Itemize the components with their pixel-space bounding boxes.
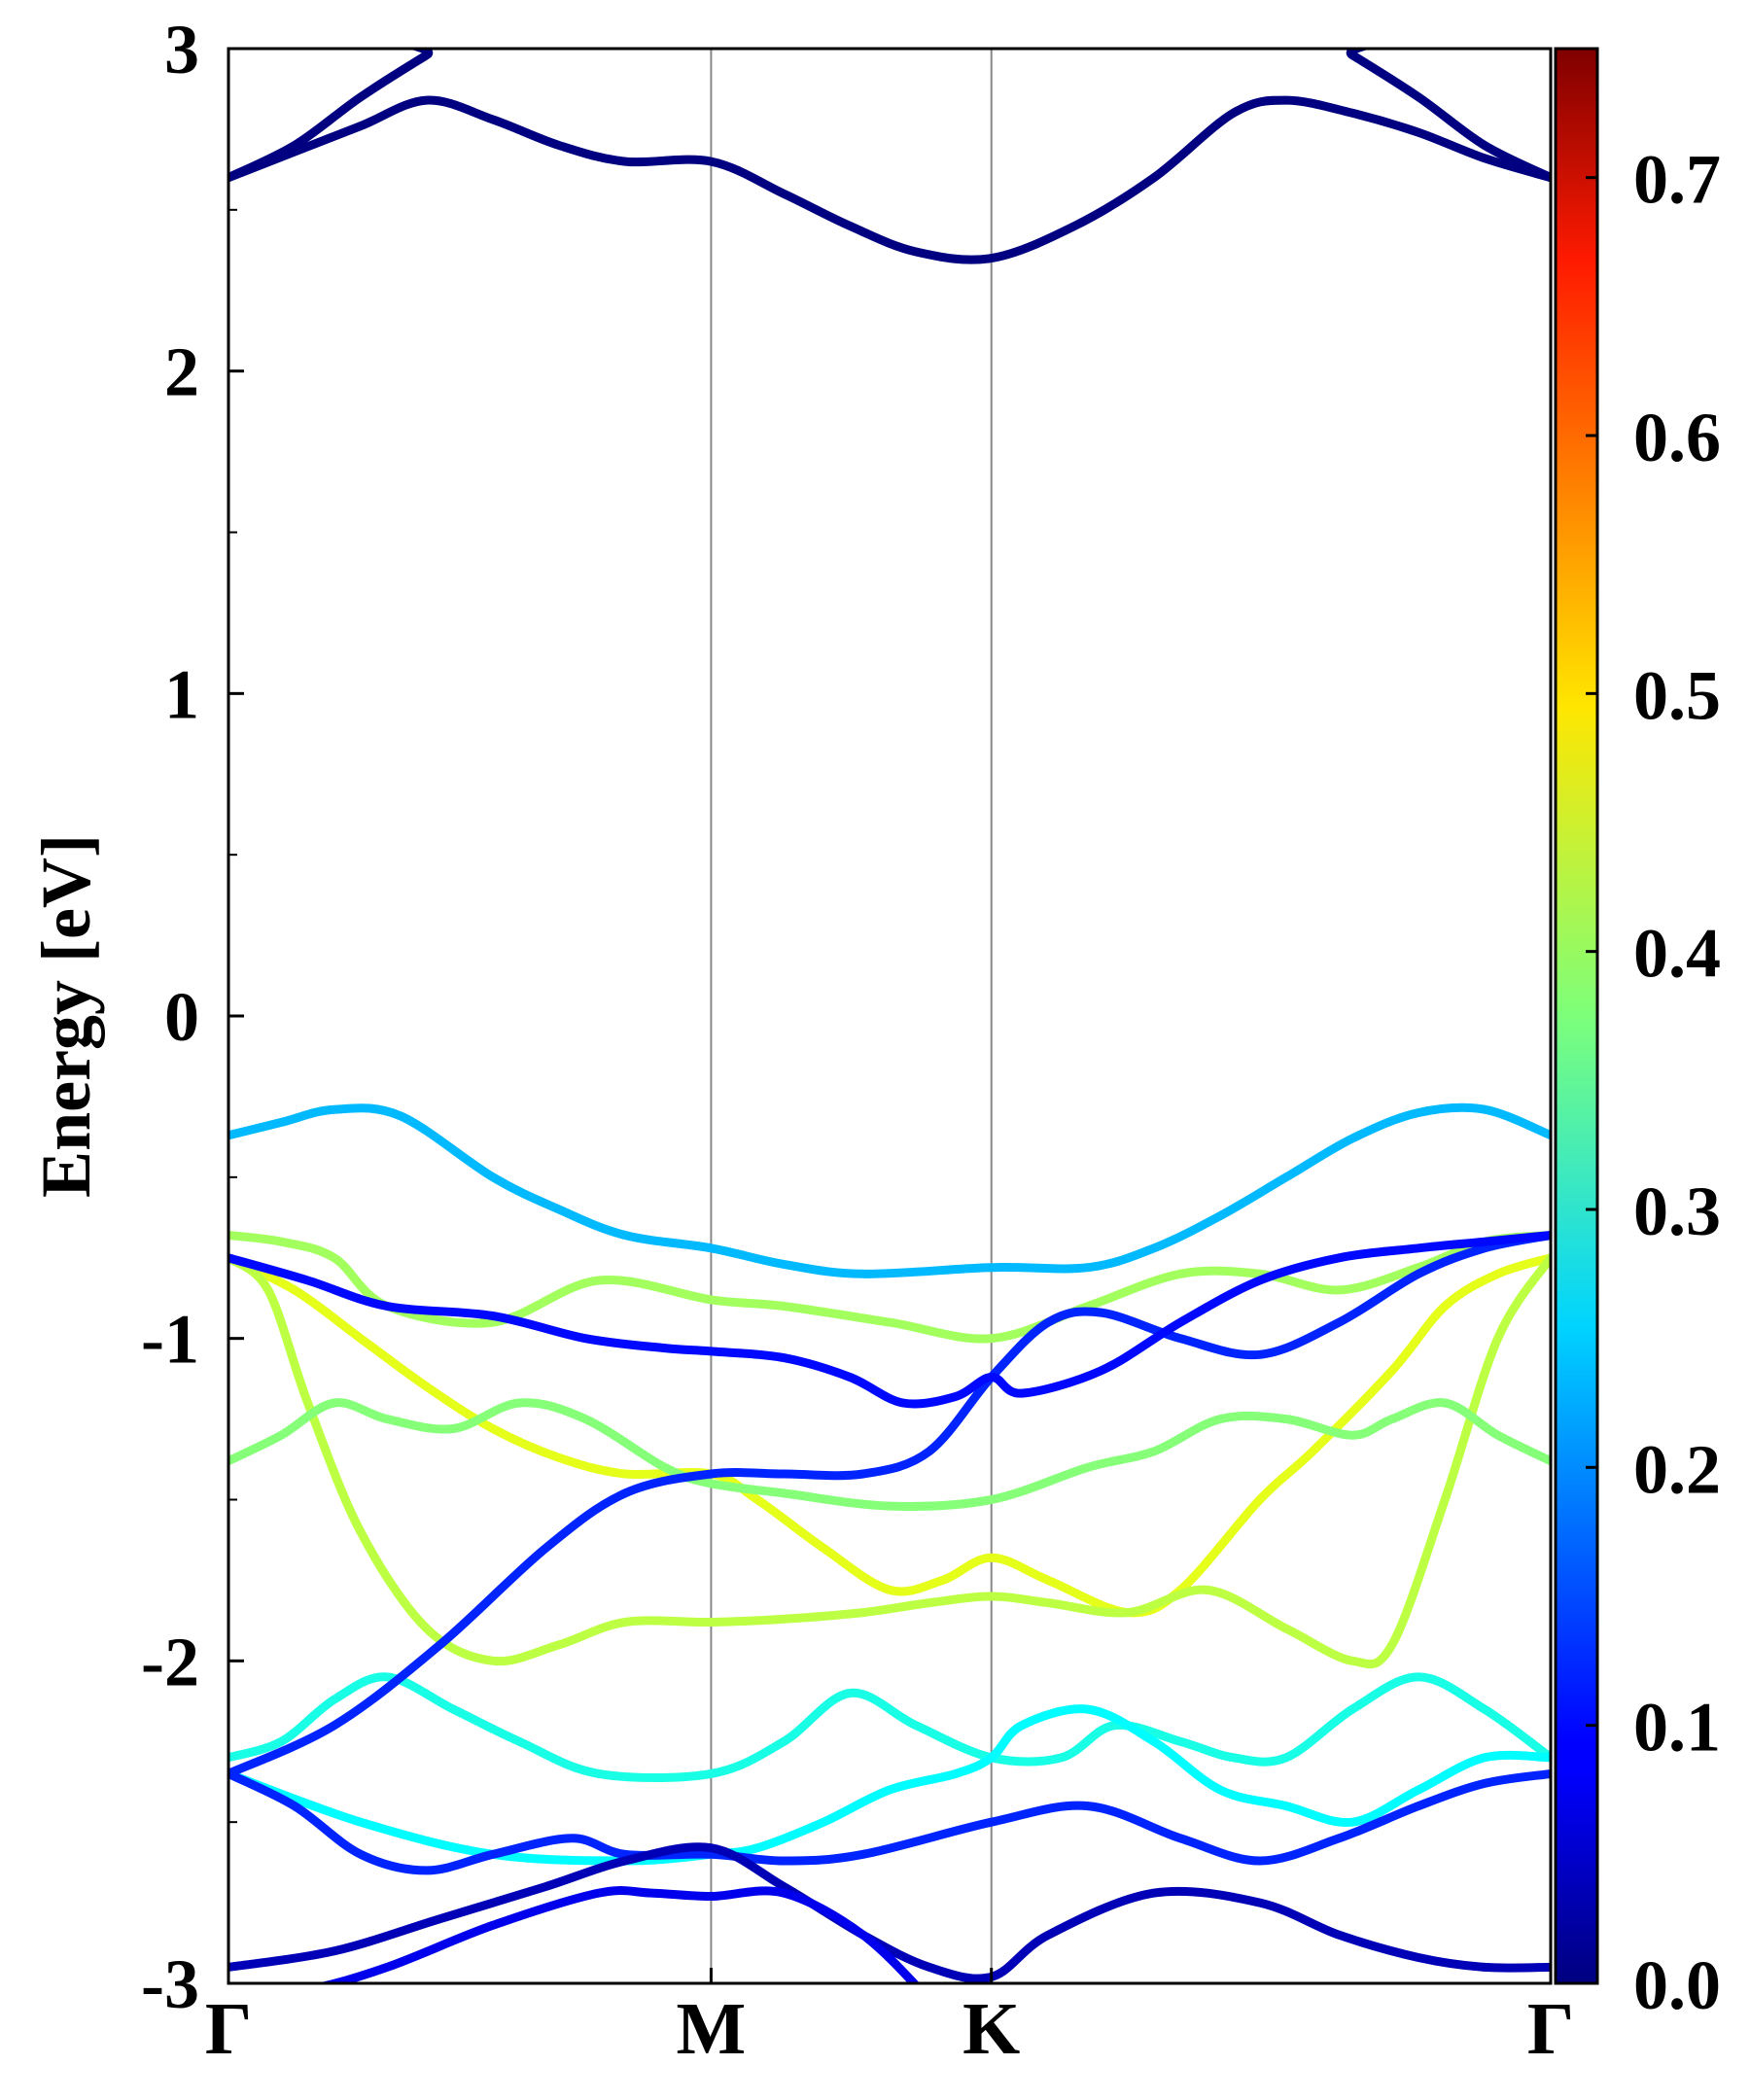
y-axis: -3 -2 -1 0 1 2 3 (141, 11, 244, 2023)
band-9 (228, 1704, 1551, 1866)
high-symmetry-lines (710, 49, 993, 1983)
colorbar-tick-label-3: 0.3 (1633, 1172, 1721, 1250)
y-tick-label-0: -3 (141, 1945, 199, 2023)
band-13 (228, 1842, 1551, 1983)
colorbar-tick-label-0: 0.0 (1633, 1946, 1721, 2024)
band-8 (228, 1672, 1551, 1782)
band-5 (228, 1253, 1551, 1669)
y-axis-title: Energy [eV] (27, 834, 105, 1198)
x-tick-label-0: Γ (205, 1988, 252, 2070)
y-tick-label-5: 2 (164, 333, 199, 411)
y-tick-label-6: 3 (164, 11, 199, 88)
y-tick-label-4: 1 (164, 655, 199, 733)
colorbar-axis: 0.0 0.1 0.2 0.3 0.4 0.5 0.6 0.7 (1586, 141, 1721, 2024)
band-2 (228, 49, 1551, 183)
y-tick-label-2: -1 (141, 1301, 199, 1379)
y-tick-label-1: -2 (141, 1623, 199, 1700)
band-14 (316, 1886, 921, 1983)
band-1 (228, 95, 1551, 264)
x-tick-label-3: Γ (1527, 1988, 1574, 2070)
band-12 (228, 1768, 1551, 1875)
y-tick-label-3: 0 (164, 978, 199, 1056)
colorbar (1554, 47, 1599, 1985)
bands (228, 49, 1551, 1983)
band-10 (228, 1231, 1551, 1778)
colorbar-tick-label-5: 0.5 (1633, 656, 1721, 734)
colorbar-tick-label-7: 0.7 (1633, 141, 1721, 219)
band-4 (228, 1253, 1551, 1618)
colorbar-tick-label-1: 0.1 (1633, 1689, 1721, 1767)
band-7 (228, 1398, 1551, 1511)
colorbar-tick-label-6: 0.6 (1633, 399, 1721, 476)
colorbar-tick-label-2: 0.2 (1633, 1430, 1721, 1508)
colorbar-tick-label-4: 0.4 (1633, 915, 1721, 993)
band-3 (228, 1102, 1551, 1278)
band-11 (228, 1231, 1551, 1409)
x-tick-label-1: M (677, 1988, 747, 2070)
x-tick-label-2: K (962, 1988, 1020, 2070)
